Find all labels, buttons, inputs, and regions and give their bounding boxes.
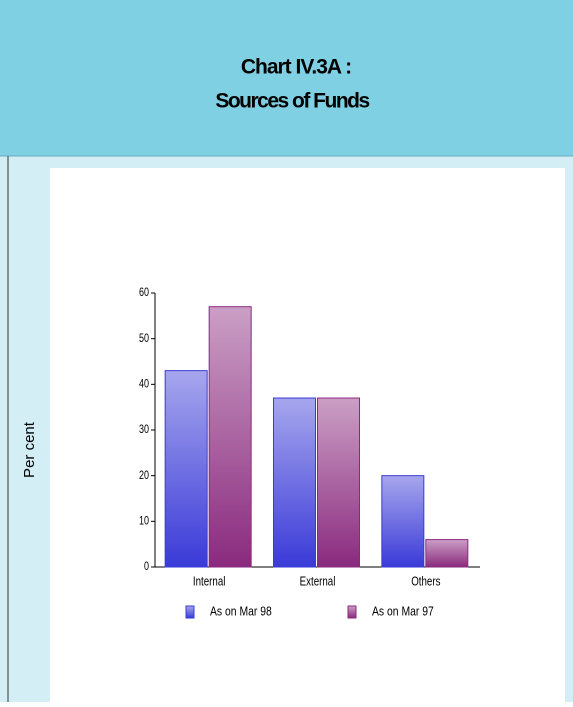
chart-subtitle: Sources of Funds: [215, 90, 369, 113]
bar: [164, 370, 208, 568]
y-tick-label: 10: [139, 514, 149, 528]
header: [0, 0, 573, 156]
legend-label: As on Mar 98: [210, 604, 272, 618]
y-axis-label: Per cent: [21, 421, 38, 478]
y-tick-label: 30: [139, 423, 149, 437]
legend-swatch: [347, 605, 357, 619]
bar: [208, 306, 252, 568]
y-tick-label: 40: [139, 377, 149, 391]
x-tick-label: External: [300, 575, 336, 589]
chart-title: Chart IV.3A :: [241, 56, 351, 79]
y-tick-label: 50: [139, 332, 149, 346]
bar: [381, 475, 425, 568]
x-tick-label: Internal: [193, 575, 226, 589]
bar: [317, 397, 360, 568]
legend-swatch: [185, 605, 195, 619]
y-tick-label: 60: [139, 286, 149, 300]
legend-label: As on Mar 97: [372, 604, 434, 618]
bar: [425, 539, 469, 568]
bar: [273, 397, 316, 568]
x-tick-label: Others: [411, 575, 440, 589]
y-tick-label: 20: [139, 469, 149, 483]
y-tick-label: 0: [144, 560, 149, 574]
